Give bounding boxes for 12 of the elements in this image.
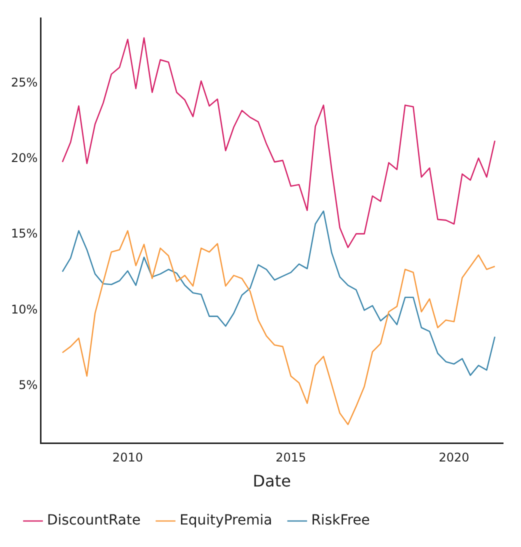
x-tick-label: 2015 [276,450,306,465]
y-tick-label: 20% [11,151,38,166]
x-tick-label: 2010 [112,450,143,465]
legend-label: DiscountRate [47,512,141,529]
legend-label: RiskFree [311,512,370,529]
y-tick-label: 5% [18,378,38,392]
x-tick-label: 2020 [438,450,470,465]
legend-label: EquityPremia [180,512,272,529]
y-tick-label: 25% [11,75,38,90]
y-tick-label: 15% [11,226,38,241]
y-tick-label: 10% [11,302,38,316]
x-axis-title: Date [252,472,291,491]
